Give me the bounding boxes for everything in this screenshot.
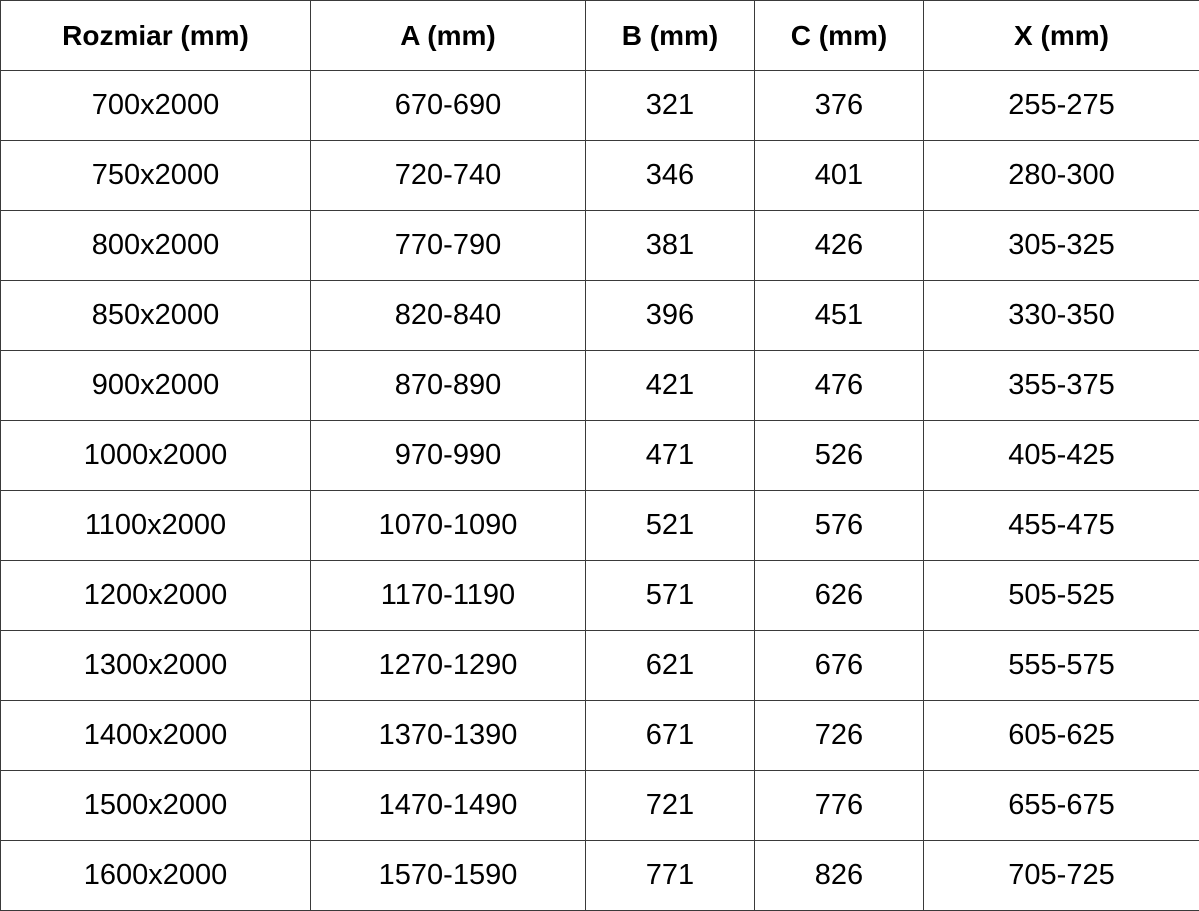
cell-c: 526: [754, 420, 924, 491]
header-c: C (mm): [754, 0, 924, 71]
cell-x: 655-675: [923, 770, 1199, 841]
cell-x: 505-525: [923, 560, 1199, 631]
cell-x: 455-475: [923, 490, 1199, 561]
cell-c: 376: [754, 70, 924, 141]
cell-c: 401: [754, 140, 924, 211]
cell-c: 451: [754, 280, 924, 351]
cell-size: 1400x2000: [0, 700, 311, 771]
cell-a: 1470-1490: [310, 770, 586, 841]
table-row: 700x2000 670-690 321 376 255-275: [0, 70, 1199, 141]
cell-b: 521: [585, 490, 755, 561]
cell-size: 1000x2000: [0, 420, 311, 491]
table-row: 1300x2000 1270-1290 621 676 555-575: [0, 630, 1199, 701]
cell-x: 330-350: [923, 280, 1199, 351]
table-row: 1600x2000 1570-1590 771 826 705-725: [0, 840, 1199, 911]
cell-size: 800x2000: [0, 210, 311, 281]
cell-x: 255-275: [923, 70, 1199, 141]
cell-c: 826: [754, 840, 924, 911]
cell-size: 750x2000: [0, 140, 311, 211]
header-row: Rozmiar (mm) A (mm) B (mm) C (mm) X (mm): [0, 0, 1199, 71]
cell-a: 1570-1590: [310, 840, 586, 911]
cell-a: 770-790: [310, 210, 586, 281]
table-row: 1000x2000 970-990 471 526 405-425: [0, 420, 1199, 491]
cell-b: 671: [585, 700, 755, 771]
cell-a: 670-690: [310, 70, 586, 141]
header-x: X (mm): [923, 0, 1199, 71]
table-row: 1200x2000 1170-1190 571 626 505-525: [0, 560, 1199, 631]
cell-a: 1370-1390: [310, 700, 586, 771]
cell-size: 1200x2000: [0, 560, 311, 631]
cell-x: 355-375: [923, 350, 1199, 421]
cell-x: 305-325: [923, 210, 1199, 281]
cell-x: 705-725: [923, 840, 1199, 911]
cell-size: 1300x2000: [0, 630, 311, 701]
cell-size: 700x2000: [0, 70, 311, 141]
cell-a: 720-740: [310, 140, 586, 211]
cell-x: 280-300: [923, 140, 1199, 211]
cell-c: 426: [754, 210, 924, 281]
cell-c: 726: [754, 700, 924, 771]
header-size: Rozmiar (mm): [0, 0, 311, 71]
cell-a: 820-840: [310, 280, 586, 351]
cell-c: 576: [754, 490, 924, 561]
cell-x: 605-625: [923, 700, 1199, 771]
cell-b: 621: [585, 630, 755, 701]
cell-a: 1070-1090: [310, 490, 586, 561]
cell-b: 381: [585, 210, 755, 281]
cell-c: 776: [754, 770, 924, 841]
table-row: 1400x2000 1370-1390 671 726 605-625: [0, 700, 1199, 771]
cell-x: 555-575: [923, 630, 1199, 701]
cell-b: 721: [585, 770, 755, 841]
cell-a: 1170-1190: [310, 560, 586, 631]
header-b: B (mm): [585, 0, 755, 71]
cell-a: 870-890: [310, 350, 586, 421]
table-row: 750x2000 720-740 346 401 280-300: [0, 140, 1199, 211]
cell-size: 850x2000: [0, 280, 311, 351]
cell-b: 771: [585, 840, 755, 911]
cell-b: 471: [585, 420, 755, 491]
table-row: 1500x2000 1470-1490 721 776 655-675: [0, 770, 1199, 841]
table-row: 850x2000 820-840 396 451 330-350: [0, 280, 1199, 351]
cell-b: 421: [585, 350, 755, 421]
cell-c: 626: [754, 560, 924, 631]
cell-b: 346: [585, 140, 755, 211]
cell-x: 405-425: [923, 420, 1199, 491]
cell-size: 900x2000: [0, 350, 311, 421]
cell-size: 1500x2000: [0, 770, 311, 841]
cell-c: 676: [754, 630, 924, 701]
table-row: 1100x2000 1070-1090 521 576 455-475: [0, 490, 1199, 561]
header-a: A (mm): [310, 0, 586, 71]
table-row: 900x2000 870-890 421 476 355-375: [0, 350, 1199, 421]
cell-a: 1270-1290: [310, 630, 586, 701]
cell-b: 396: [585, 280, 755, 351]
cell-size: 1100x2000: [0, 490, 311, 561]
cell-size: 1600x2000: [0, 840, 311, 911]
table-row: 800x2000 770-790 381 426 305-325: [0, 210, 1199, 281]
cell-c: 476: [754, 350, 924, 421]
cell-b: 321: [585, 70, 755, 141]
cell-a: 970-990: [310, 420, 586, 491]
cell-b: 571: [585, 560, 755, 631]
